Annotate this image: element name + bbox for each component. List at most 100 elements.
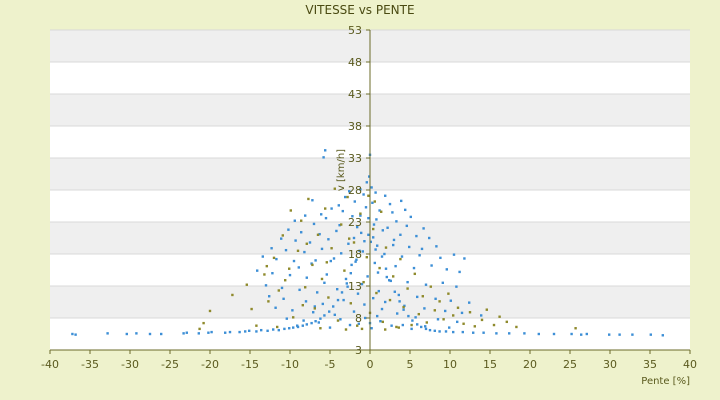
data-point-olive xyxy=(380,210,383,213)
data-point-blue xyxy=(388,279,391,282)
data-point-blue xyxy=(283,327,286,331)
data-point-blue xyxy=(228,330,232,334)
data-point-blue xyxy=(339,318,342,321)
data-point-olive xyxy=(384,328,387,331)
x-tick-label: 25 xyxy=(563,358,577,371)
data-point-blue xyxy=(378,209,381,212)
data-point-blue xyxy=(366,275,369,278)
data-point-blue xyxy=(434,297,437,300)
data-point-blue xyxy=(280,237,283,240)
y-tick-label: 3 xyxy=(355,344,362,357)
data-point-blue xyxy=(351,215,354,218)
data-point-blue xyxy=(336,288,339,291)
chart-title: VITESSE vs PENTE xyxy=(305,3,414,17)
data-point-olive xyxy=(359,212,362,215)
data-point-blue xyxy=(415,234,418,238)
data-point-olive xyxy=(360,327,364,331)
data-point-olive xyxy=(348,237,351,240)
data-point-blue xyxy=(394,264,397,268)
data-point-olive xyxy=(421,295,424,298)
data-point-blue xyxy=(322,156,325,159)
data-point-blue xyxy=(420,325,423,329)
data-point-blue xyxy=(460,311,464,315)
data-point-olive xyxy=(292,316,295,319)
data-point-blue xyxy=(355,258,358,261)
data-point-blue xyxy=(360,282,364,286)
data-point-olive xyxy=(330,247,333,250)
data-point-blue xyxy=(362,193,365,196)
data-point-blue xyxy=(386,226,389,229)
data-point-blue xyxy=(364,316,367,320)
data-point-olive xyxy=(392,275,395,278)
data-point-olive xyxy=(265,264,268,268)
y-tick-label: 28 xyxy=(348,184,362,197)
data-point-blue xyxy=(537,332,540,336)
data-point-blue xyxy=(458,270,461,274)
data-point-blue xyxy=(369,240,372,244)
data-point-olive xyxy=(320,277,324,281)
data-point-blue xyxy=(328,326,332,329)
data-point-blue xyxy=(463,257,466,260)
x-tick-label: 40 xyxy=(683,358,697,371)
data-point-blue xyxy=(301,324,304,327)
data-point-olive xyxy=(300,219,303,222)
data-point-blue xyxy=(318,232,321,236)
data-point-blue xyxy=(314,259,317,262)
data-point-blue xyxy=(392,238,396,242)
data-point-blue xyxy=(302,319,305,322)
data-point-olive xyxy=(381,320,384,324)
data-point-olive xyxy=(388,298,392,302)
data-point-olive xyxy=(301,304,304,307)
data-point-blue xyxy=(305,276,308,279)
data-point-olive xyxy=(336,319,340,322)
data-point-olive xyxy=(346,195,349,199)
data-point-blue xyxy=(305,323,308,326)
data-point-blue xyxy=(274,306,277,309)
data-point-blue xyxy=(324,216,328,220)
data-point-olive xyxy=(365,256,368,259)
data-point-blue xyxy=(282,297,285,300)
data-point-blue xyxy=(341,209,344,213)
data-point-olive xyxy=(373,200,376,203)
data-point-blue xyxy=(313,305,316,308)
data-point-blue xyxy=(380,255,384,258)
data-point-blue xyxy=(311,199,314,202)
data-point-blue xyxy=(397,293,400,297)
data-point-blue xyxy=(319,317,322,320)
data-point-olive xyxy=(245,283,248,286)
data-point-blue xyxy=(435,245,438,248)
data-point-blue xyxy=(365,181,368,184)
data-point-olive xyxy=(343,269,346,272)
data-point-blue xyxy=(329,259,332,263)
data-point-blue xyxy=(350,263,353,267)
data-point-blue xyxy=(377,289,380,293)
x-tick-label: -10 xyxy=(281,358,299,371)
data-point-blue xyxy=(300,231,303,234)
data-point-blue xyxy=(424,283,428,286)
y-tick-label: 23 xyxy=(348,216,362,229)
x-tick-label: -40 xyxy=(41,358,59,371)
data-point-blue xyxy=(298,288,301,292)
data-point-blue xyxy=(266,329,269,332)
data-point-blue xyxy=(356,292,360,295)
data-point-blue xyxy=(376,314,379,318)
data-point-olive xyxy=(468,311,472,314)
data-point-blue xyxy=(370,186,373,189)
data-point-blue xyxy=(393,290,396,293)
data-point-olive xyxy=(344,328,348,331)
data-point-blue xyxy=(372,296,375,300)
data-point-blue xyxy=(292,326,295,329)
data-point-olive xyxy=(406,287,409,290)
data-point-blue xyxy=(185,331,188,334)
data-point-olive xyxy=(574,327,577,330)
data-point-blue xyxy=(406,280,409,284)
data-point-blue xyxy=(348,323,352,327)
data-point-blue xyxy=(304,214,307,217)
x-tick-label: -35 xyxy=(81,358,99,371)
data-point-blue xyxy=(210,330,213,334)
data-point-blue xyxy=(381,229,384,232)
data-point-blue xyxy=(480,314,483,317)
data-point-olive xyxy=(316,233,320,236)
data-point-olive xyxy=(433,309,436,312)
